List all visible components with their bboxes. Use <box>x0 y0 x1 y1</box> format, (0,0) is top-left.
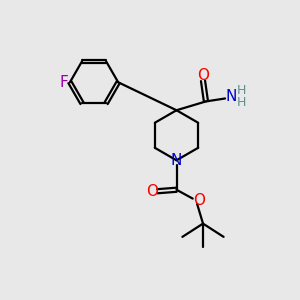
Text: N: N <box>226 88 237 104</box>
Text: O: O <box>193 193 205 208</box>
Text: O: O <box>197 68 209 83</box>
Text: H: H <box>237 84 246 97</box>
Text: O: O <box>146 184 158 199</box>
Text: N: N <box>171 153 182 168</box>
Text: H: H <box>237 96 246 110</box>
Text: F: F <box>60 75 68 90</box>
